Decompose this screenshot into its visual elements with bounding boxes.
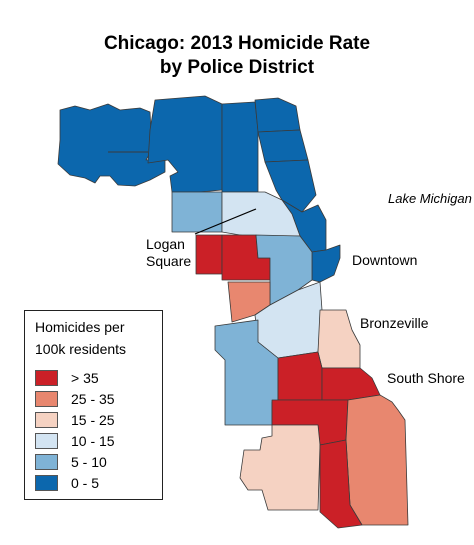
legend-title-line2: 100k residents: [35, 341, 127, 357]
district-calumet: [319, 439, 363, 529]
legend-swatch: [35, 433, 58, 449]
legend-label: 15 - 25: [71, 412, 115, 428]
district-wentworth: [317, 309, 361, 369]
logan-square-line2: Square: [146, 253, 192, 269]
downtown-label: Downtown: [352, 252, 418, 268]
legend-label: 5 - 10: [71, 454, 107, 470]
legend-swatch: [35, 454, 58, 470]
lake-michigan-text: Lake Michigan: [388, 191, 472, 206]
district-rogers-park-west: [221, 101, 259, 193]
legend-item: 5 - 10: [35, 453, 107, 471]
south-shore-label: South Shore: [387, 370, 465, 386]
logan-square-leader: [194, 208, 257, 235]
legend-title-line1: Homicides per: [35, 319, 125, 335]
logan-square-line1: Logan: [146, 236, 185, 252]
bronzeville-label: Bronzeville: [360, 315, 429, 331]
legend-label: 25 - 35: [71, 391, 115, 407]
legend-swatch: [35, 412, 58, 428]
district-grand-central: [195, 234, 223, 275]
legend-item: 25 - 35: [35, 390, 115, 408]
legend-label: > 35: [71, 370, 99, 386]
district-logan-square: [221, 191, 301, 239]
district-morgan-park: [239, 424, 321, 511]
district-englewood: [277, 351, 323, 401]
district-rogers-park: [254, 97, 301, 133]
district-ohare: [57, 103, 166, 187]
map-title-line2: by Police District: [159, 57, 315, 78]
legend-item: 15 - 25: [35, 411, 115, 429]
legend-item: 0 - 5: [35, 474, 99, 492]
legend-label: 10 - 15: [71, 433, 115, 449]
district-south-chicago: [345, 394, 409, 526]
map-title-line1: Chicago: 2013 Homicide Rate: [103, 33, 371, 54]
legend-swatch: [35, 475, 58, 491]
legend-item: 10 - 15: [35, 432, 115, 450]
district-grand-crossing: [321, 367, 381, 401]
district-central: [311, 244, 341, 283]
district-jefferson-park: [147, 95, 223, 193]
lake-michigan-label: Lake Michigan: [388, 190, 472, 207]
legend-item: > 35: [35, 369, 99, 387]
logan-square-label: Logan Square: [146, 236, 191, 270]
legend: Homicides per 100k residents > 35 25 - 3…: [24, 310, 163, 500]
legend-label: 0 - 5: [71, 475, 100, 491]
legend-swatch: [35, 370, 58, 386]
district-town-hall-north: [257, 129, 309, 163]
legend-swatch: [35, 391, 58, 407]
